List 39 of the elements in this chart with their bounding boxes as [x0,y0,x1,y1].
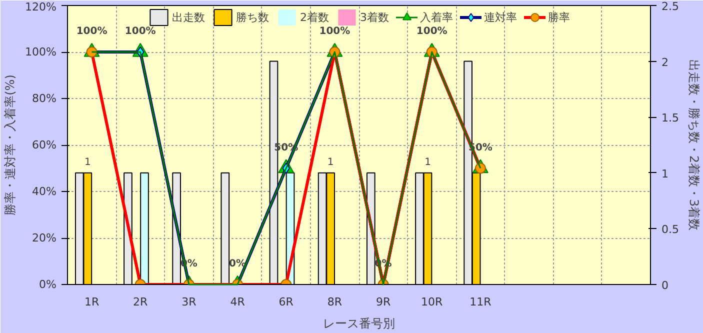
data-label: 1 [84,156,91,168]
legend-label: 出走数 [172,10,205,24]
x-tick-label: 3R [182,296,197,308]
y-tick-label: 100% [25,46,57,58]
y-tick-label: 120% [25,0,57,14]
legend-label: 勝ち数 [236,10,269,24]
y2-tick-label: 1 [662,167,668,180]
x-tick-label: 8R [327,296,342,308]
x-axis-title: レース番号別 [323,316,395,330]
x-tick-label: 11R [470,296,492,308]
data-label: 1 [327,156,334,168]
data-label: 100% [319,26,350,37]
x-tick-label: 10R [421,296,444,308]
data-label: 1 [424,156,431,168]
x-tick-label: 6R [278,296,294,308]
y2-tick-label: 0 [662,279,668,292]
legend-label: 3着数 [360,10,389,24]
legend-label: 勝率 [548,10,570,24]
y-tick-label: 80% [32,92,57,105]
data-label: 100% [124,26,156,37]
legend-label: 連対率 [484,10,517,24]
legend-label: 入着率 [420,10,453,24]
y2-tick-label: 0.5 [662,223,679,236]
data-label: 100% [76,26,108,37]
x-tick-label: 9R [376,296,391,308]
x-tick-label: 4R [230,296,246,308]
y2-tick-label: 1.5 [662,112,679,125]
x-tick-label: 2R [133,296,148,308]
y2-tick-label: 2.5 [662,0,679,13]
y2-axis-title: 出走数・勝ち数・2着数・3着数 [686,59,701,231]
y-tick-label: 40% [32,185,57,198]
data-label: 100% [416,26,448,37]
y-tick-label: 20% [32,232,57,244]
y-tick-label: 0% [39,278,56,291]
y-axis-title: 勝率・連対率・入着率(%) [3,74,18,216]
y2-tick-label: 2 [662,56,668,69]
y-tick-label: 60% [32,138,57,152]
x-tick-label: 1R [84,296,100,308]
legend-label: 2着数 [300,10,329,24]
